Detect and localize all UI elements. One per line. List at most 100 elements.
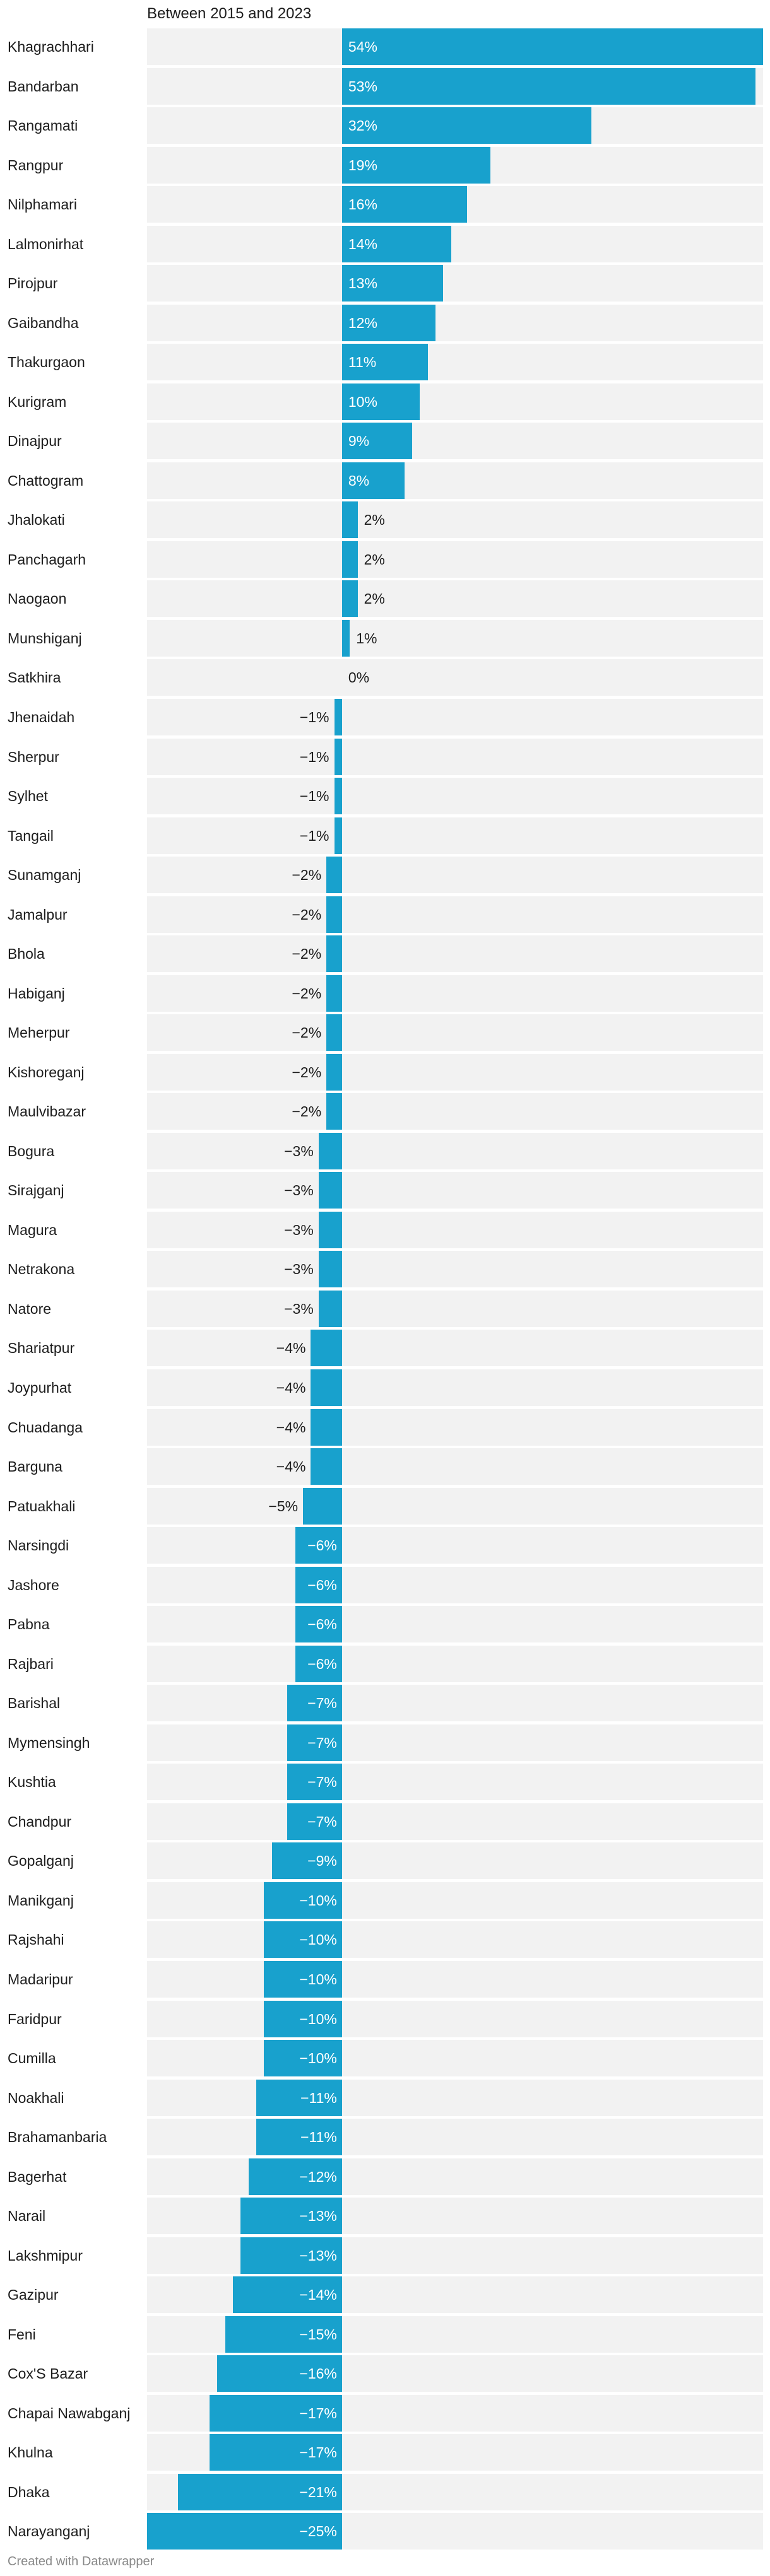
bar — [209, 2434, 342, 2471]
category-label: Jamalpur — [8, 906, 68, 923]
category-label: Chuadanga — [8, 1419, 83, 1436]
category-label: Barguna — [8, 1458, 62, 1475]
bar-row: Faridpur −10% — [0, 2000, 770, 2037]
bar — [326, 935, 342, 973]
bar-row: Narayanganj −25% — [0, 2513, 770, 2550]
bar-row: Gazipur −14% — [0, 2276, 770, 2314]
bar — [326, 975, 342, 1012]
category-label: Natore — [8, 1300, 52, 1317]
bar-track — [147, 1014, 763, 1051]
bar — [334, 738, 342, 775]
bar-row: Bandarban 53% — [0, 67, 770, 105]
value-label: −12% — [299, 2168, 337, 2185]
value-label: −1% — [299, 827, 329, 844]
bar — [334, 699, 342, 735]
category-label: Narayanganj — [8, 2523, 90, 2540]
bar — [240, 2198, 342, 2235]
value-label: 8% — [348, 472, 370, 489]
value-label: 14% — [348, 235, 377, 252]
bar-row: Dhaka −21% — [0, 2473, 770, 2510]
bar — [256, 2079, 342, 2116]
category-label: Bagerhat — [8, 2168, 67, 2185]
bar-track — [147, 304, 763, 341]
category-label: Lalmonirhat — [8, 235, 84, 252]
value-label: 53% — [348, 78, 377, 95]
bar-row: Bogura −3% — [0, 1132, 770, 1169]
bar-row: Dinajpur 9% — [0, 423, 770, 460]
category-label: Kushtia — [8, 1774, 56, 1791]
bar — [256, 2119, 342, 2156]
bar-row: Brahamanbaria −11% — [0, 2119, 770, 2156]
bar-row: Chuadanga −4% — [0, 1408, 770, 1446]
category-label: Rajshahi — [8, 1931, 64, 1948]
bar-row: Cox'S Bazar −16% — [0, 2355, 770, 2392]
bar-track — [147, 1882, 763, 1919]
category-label: Habiganj — [8, 985, 65, 1002]
bar-track — [147, 857, 763, 894]
category-label: Nilphamari — [8, 196, 77, 213]
bar — [264, 2040, 342, 2077]
bar-row: Natore −3% — [0, 1290, 770, 1327]
bar-row: Nilphamari 16% — [0, 186, 770, 223]
category-label: Netrakona — [8, 1261, 75, 1278]
value-label: 54% — [348, 38, 377, 55]
bar-row: Jashore −6% — [0, 1566, 770, 1603]
bar-track — [147, 225, 763, 262]
value-label: −6% — [307, 1655, 337, 1672]
value-label: −25% — [299, 2523, 337, 2540]
bar-track — [147, 1172, 763, 1209]
bar-track — [147, 738, 763, 775]
bar-track — [147, 1132, 763, 1169]
bar-row: Noakhali −11% — [0, 2079, 770, 2116]
bar-track — [147, 817, 763, 854]
bar — [287, 1764, 342, 1801]
value-label: −10% — [299, 2050, 337, 2067]
value-label: −7% — [307, 1774, 337, 1791]
category-label: Khulna — [8, 2444, 53, 2461]
value-label: −2% — [292, 946, 322, 963]
bar — [341, 619, 350, 657]
bar-track — [147, 2040, 763, 2077]
bar-row: Shariatpur −4% — [0, 1330, 770, 1367]
category-label: Gopalganj — [8, 1853, 74, 1870]
value-label: −10% — [299, 1970, 337, 1988]
bar-row: Kurigram 10% — [0, 383, 770, 420]
category-label: Panchagarh — [8, 551, 86, 568]
value-label: −2% — [292, 1063, 322, 1080]
bar — [217, 2355, 342, 2392]
bar-row: Madaripur −10% — [0, 1960, 770, 1998]
bar-track — [147, 462, 763, 499]
bar-track — [147, 896, 763, 933]
category-label: Tangail — [8, 827, 54, 844]
bar-track — [147, 975, 763, 1012]
value-label: −2% — [292, 1103, 322, 1120]
value-label: −3% — [284, 1142, 314, 1159]
bar-track — [147, 778, 763, 815]
bar — [295, 1606, 342, 1643]
bar — [341, 146, 490, 184]
bar-row: Habiganj −2% — [0, 975, 770, 1012]
bar-row: Tangail −1% — [0, 817, 770, 854]
bar-track — [147, 541, 763, 578]
bar-track — [147, 1330, 763, 1367]
bar-row: Jhenaidah −1% — [0, 699, 770, 735]
category-label: Kishoreganj — [8, 1063, 85, 1080]
value-label: 0% — [348, 669, 370, 686]
value-label: −13% — [299, 2247, 337, 2264]
bar-track — [147, 1842, 763, 1880]
category-label: Chattogram — [8, 472, 84, 489]
value-label: −3% — [284, 1261, 314, 1278]
value-label: −10% — [299, 2010, 337, 2027]
bar — [248, 2158, 342, 2195]
value-label: −2% — [292, 1024, 322, 1041]
bar-track — [147, 423, 763, 460]
bar-row: Satkhira 0% — [0, 659, 770, 696]
bar — [295, 1566, 342, 1603]
value-label: −4% — [276, 1379, 306, 1396]
value-label: −16% — [299, 2365, 337, 2382]
category-label: Chandpur — [8, 1813, 72, 1830]
bar — [326, 1053, 342, 1091]
bar-track — [147, 1487, 763, 1525]
category-label: Cumilla — [8, 2050, 56, 2067]
bar-row: Khulna −17% — [0, 2434, 770, 2471]
